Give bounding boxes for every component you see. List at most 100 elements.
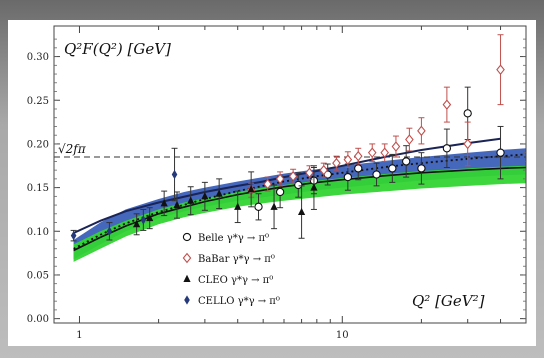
marker-filled-triangle <box>187 196 195 204</box>
legend-item: CLEO γ*γ → π⁰ <box>183 274 273 286</box>
marker-filled-diamond <box>171 169 178 180</box>
curve-dotted-black <box>73 153 526 250</box>
series-0-point-11 <box>442 128 452 169</box>
marker-open-diamond <box>380 147 390 158</box>
series-3-point-0 <box>70 229 77 242</box>
legend-label: Belle γ*γ → π⁰ <box>198 233 269 244</box>
marker-open-circle <box>343 172 353 182</box>
marker-open-circle <box>354 164 363 173</box>
marker-filled-triangle <box>133 220 141 228</box>
marker-open-diamond <box>417 125 426 137</box>
plot-frame <box>53 25 527 324</box>
series-1-point-2 <box>275 171 285 187</box>
series-0-point-4 <box>323 163 332 186</box>
series-1-point-13 <box>417 117 426 145</box>
y-tick-label: 0.00 <box>27 314 49 325</box>
series-1-point-10 <box>380 143 390 162</box>
y-tick-label: 0.30 <box>27 52 49 63</box>
series-2-point-2 <box>160 190 168 217</box>
marker-filled-triangle <box>173 200 181 209</box>
series-2-point-11 <box>310 165 318 210</box>
x-tick-label: 10 <box>336 330 349 341</box>
marker-open-diamond <box>496 64 505 75</box>
series-1-point-1 <box>263 176 272 192</box>
marker-open-circle <box>275 187 285 197</box>
series-1-point-4 <box>305 165 314 181</box>
chart-svg: 0.00 0.05 0.10 0.15 0.20 0.25 0.30 1 10 Q²F(Q²) … <box>27 25 527 341</box>
series-1-point-14 <box>442 86 452 123</box>
series-3-point-3 <box>171 147 178 202</box>
marker-open-diamond <box>442 99 452 110</box>
series-0-point-10 <box>417 152 426 185</box>
marker-open-diamond <box>391 141 401 152</box>
series-2-point-10 <box>297 185 306 239</box>
series-1-point-7 <box>343 151 353 169</box>
series-1-point-8 <box>353 147 363 165</box>
x-axis-label: Q² [GeV²] <box>412 292 485 310</box>
reference-line-label: √2fπ <box>58 142 87 156</box>
y-axis-label: Q²F(Q²) [GeV] <box>64 40 171 58</box>
legend-marker-filled-diamond <box>184 295 190 305</box>
series-2-point-1 <box>146 207 154 230</box>
marker-open-circle <box>402 157 411 166</box>
marker-open-circle <box>417 164 426 173</box>
series-0-point-0 <box>254 193 263 221</box>
marker-filled-diamond <box>106 226 113 236</box>
y-tick-label: 0.10 <box>27 227 49 238</box>
marker-open-circle <box>496 148 505 157</box>
legend-marker-open-circle <box>182 232 192 242</box>
marker-open-diamond <box>367 147 377 158</box>
y-tick-label: 0.25 <box>27 96 49 107</box>
y-tick-label: 0.15 <box>27 183 49 194</box>
series-2-point-9 <box>270 184 278 230</box>
marker-open-diamond <box>319 164 329 176</box>
marker-filled-triangle <box>234 202 242 210</box>
marker-open-circle <box>388 164 397 173</box>
series-0-point-8 <box>388 153 397 183</box>
x-tick-label: 1 <box>76 330 82 341</box>
series-3-point-1 <box>106 222 113 241</box>
legend-item: Belle γ*γ → π⁰ <box>182 232 269 244</box>
series-0-point-6 <box>354 156 363 181</box>
series-3-point-2 <box>140 208 147 231</box>
series-1-point-6 <box>332 155 341 171</box>
marker-open-diamond <box>275 173 285 185</box>
marker-open-circle <box>442 144 452 153</box>
series-2-point-6 <box>215 178 223 210</box>
legend-item: BaBar γ*γ → π⁰ <box>182 252 275 265</box>
marker-filled-triangle <box>297 207 306 216</box>
marker-open-circle <box>463 109 472 118</box>
series-0-point-9 <box>402 145 411 178</box>
series-2-point-4 <box>187 186 195 216</box>
legend-marker-filled-triangle <box>183 274 191 282</box>
series-1-point-15 <box>463 121 473 167</box>
marker-filled-triangle <box>247 185 255 193</box>
marker-open-diamond <box>305 167 314 179</box>
series-0-point-5 <box>343 163 353 191</box>
series-1-point-16 <box>496 34 505 106</box>
axis-ticks: 0.00 0.05 0.10 0.15 0.20 0.25 0.30 1 10 <box>27 26 527 341</box>
band-0 <box>73 148 526 260</box>
marker-open-circle <box>372 170 381 179</box>
series-0-point-2 <box>294 172 303 198</box>
marker-open-diamond <box>343 154 353 165</box>
marker-filled-triangle <box>160 199 168 207</box>
legend-label: BaBar γ*γ → π⁰ <box>198 254 275 265</box>
marker-open-circle <box>294 180 303 190</box>
marker-filled-diamond <box>70 231 77 241</box>
legend-item: CELLO γ*γ → π⁰ <box>184 295 280 307</box>
marker-open-circle <box>254 202 263 211</box>
marker-filled-diamond <box>140 215 147 225</box>
series-1-point-3 <box>288 168 298 184</box>
marker-open-diamond <box>353 150 363 162</box>
marker-open-diamond <box>332 157 341 169</box>
marker-open-diamond <box>405 134 414 145</box>
chart-panel: 0.00 0.05 0.10 0.15 0.20 0.25 0.30 1 10 Q²F(Q²) … <box>8 20 536 346</box>
data-points <box>70 34 505 242</box>
y-tick-label: 0.05 <box>27 270 49 281</box>
legend-label: CLEO γ*γ → π⁰ <box>198 275 273 286</box>
series-2-point-0 <box>133 213 141 236</box>
uncertainty-bands <box>73 148 526 262</box>
legend-marker-open-diamond <box>182 252 192 264</box>
